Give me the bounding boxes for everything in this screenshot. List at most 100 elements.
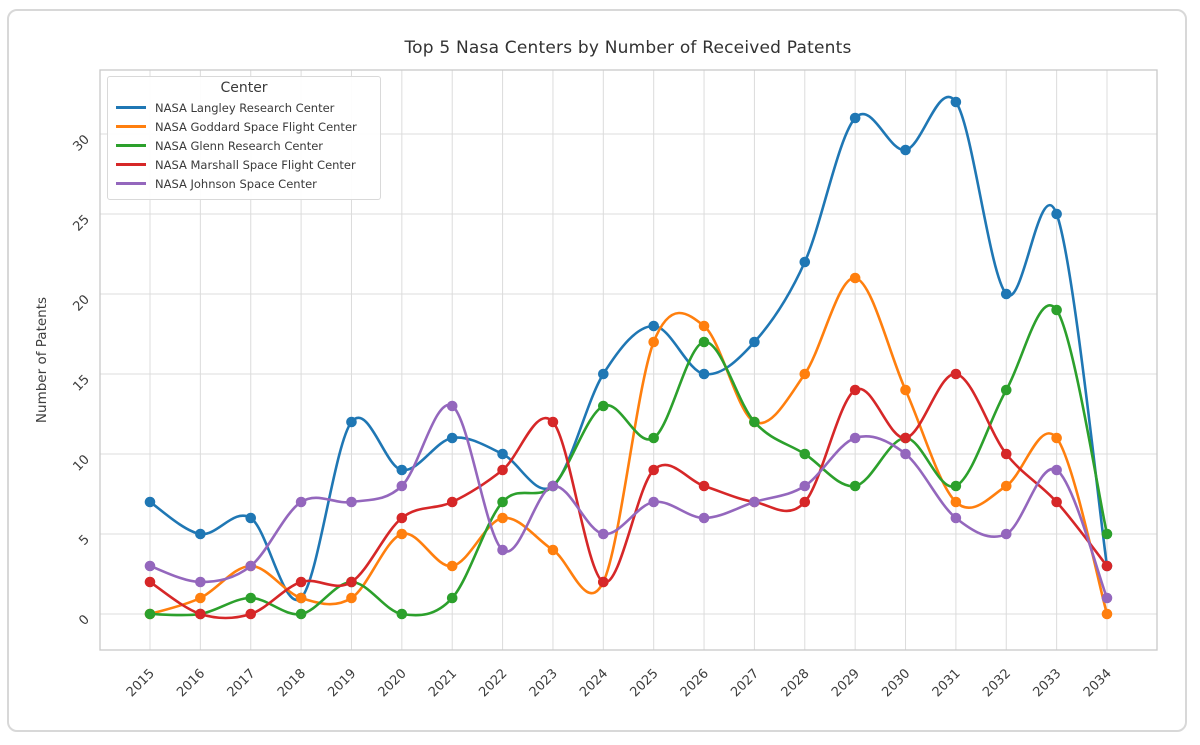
data-point <box>1051 432 1062 444</box>
data-point <box>295 608 307 620</box>
x-tick-label: 2019 <box>325 666 359 700</box>
series-line <box>148 372 1109 620</box>
data-point <box>396 528 408 540</box>
data-point <box>1051 496 1062 508</box>
chart-title: Top 5 Nasa Centers by Number of Received… <box>404 38 852 58</box>
x-tick-label: 2023 <box>527 666 561 700</box>
y-axis-tick-labels: 0 5 10 15 20 25 30 <box>71 132 93 628</box>
data-point <box>598 528 609 540</box>
data-point <box>950 96 962 108</box>
y-tick-label: 25 <box>71 212 93 234</box>
x-tick-label: 2026 <box>678 666 712 700</box>
data-point <box>900 144 911 156</box>
series-nasa-langley-research-center <box>144 95 1113 604</box>
data-point <box>749 336 760 348</box>
data-point <box>144 560 156 572</box>
data-point <box>900 432 911 444</box>
data-point <box>950 480 962 492</box>
x-tick-label: 2021 <box>426 666 460 700</box>
data-point <box>799 480 811 492</box>
legend-label: NASA Marshall Space Flight Center <box>155 157 356 172</box>
legend-items: NASA Langley Research Center NASA Goddard… <box>116 98 372 193</box>
data-point <box>144 496 156 508</box>
data-point <box>547 544 559 556</box>
legend-line-swatch <box>116 144 146 147</box>
data-point <box>446 432 458 444</box>
data-point <box>1000 528 1012 540</box>
x-tick-label: 2018 <box>275 666 309 700</box>
legend-line-swatch <box>116 125 146 128</box>
data-point <box>900 448 911 460</box>
data-point <box>396 464 408 476</box>
series-line <box>148 276 1109 616</box>
data-point <box>195 576 206 588</box>
data-point <box>245 560 257 572</box>
series-line <box>148 403 1109 600</box>
x-tick-label: 2034 <box>1081 666 1115 700</box>
data-point <box>446 592 458 604</box>
data-point <box>497 544 508 556</box>
legend-line-swatch <box>116 106 146 109</box>
data-point <box>698 336 710 348</box>
y-tick-label: 5 <box>76 532 92 548</box>
x-tick-label: 2032 <box>980 666 1014 700</box>
chart-legend: Center NASA Langley Research Center NASA … <box>107 76 381 200</box>
data-point <box>1000 480 1012 492</box>
x-tick-label: 2027 <box>728 666 762 700</box>
data-point <box>849 272 861 284</box>
data-point <box>598 400 609 412</box>
series-nasa-marshall-space-flight-center <box>144 368 1113 620</box>
data-point <box>849 384 861 396</box>
x-tick-label: 2028 <box>779 666 813 700</box>
data-point <box>195 592 206 604</box>
data-point <box>648 336 659 348</box>
data-point <box>950 512 962 524</box>
data-point <box>1101 608 1113 620</box>
data-series <box>144 95 1113 620</box>
x-tick-label: 2022 <box>476 666 510 700</box>
data-point <box>598 368 609 380</box>
y-tick-label: 20 <box>71 292 93 314</box>
legend-label: NASA Glenn Research Center <box>155 138 324 153</box>
data-point <box>698 480 710 492</box>
data-point <box>1000 448 1012 460</box>
data-point <box>144 576 156 588</box>
series-line <box>148 95 1109 602</box>
data-point <box>446 496 458 508</box>
x-tick-label: 2033 <box>1030 666 1064 700</box>
x-axis-tick-labels: 2015 2016 2017 2018 2019 2020 2021 2022 2023 2024… <box>124 666 1115 700</box>
data-point <box>295 496 307 508</box>
data-point <box>1101 592 1113 604</box>
data-point <box>698 320 710 332</box>
data-point <box>749 416 760 428</box>
legend-item: NASA Glenn Research Center <box>116 136 372 155</box>
y-tick-label: 30 <box>71 132 93 154</box>
data-point <box>497 448 508 460</box>
data-point <box>195 608 206 620</box>
data-point <box>245 592 257 604</box>
y-axis-title: Number of Patents <box>34 297 50 423</box>
y-tick-label: 10 <box>71 452 93 474</box>
legend-line-swatch <box>116 163 146 166</box>
data-point <box>346 496 357 508</box>
x-tick-label: 2031 <box>930 666 964 700</box>
data-point <box>749 496 760 508</box>
x-tick-label: 2030 <box>879 666 913 700</box>
data-point <box>547 480 559 492</box>
data-point <box>396 512 408 524</box>
y-tick-label: 15 <box>71 372 93 394</box>
data-point <box>396 608 408 620</box>
legend-label: NASA Goddard Space Flight Center <box>155 119 357 134</box>
data-point <box>648 496 659 508</box>
data-point <box>295 576 307 588</box>
data-point <box>497 496 508 508</box>
series-nasa-goddard-space-flight-center <box>144 272 1113 620</box>
data-point <box>849 432 861 444</box>
data-point <box>1101 560 1113 572</box>
data-point <box>245 512 257 524</box>
data-point <box>799 256 811 268</box>
data-point <box>446 400 458 412</box>
data-point <box>195 528 206 540</box>
